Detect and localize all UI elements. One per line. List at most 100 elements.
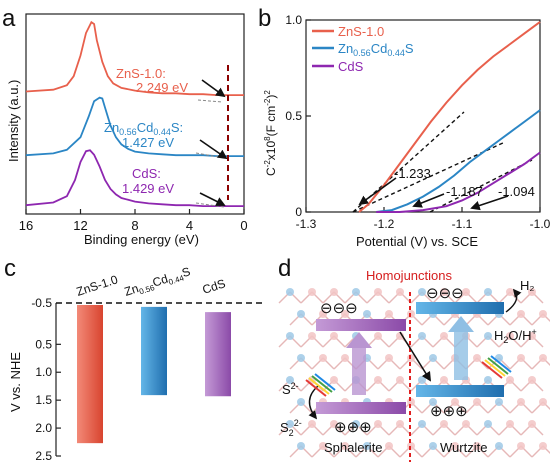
atom (418, 288, 426, 296)
atom (451, 398, 459, 406)
atom (528, 332, 536, 340)
annot-b2: -1.187 (446, 184, 483, 199)
series-line-a-2 (25, 149, 244, 208)
y-axis-label-b: C-2x108(F cm-2)2 (263, 90, 278, 176)
y-tick-label-c-4: 2.0 (35, 421, 52, 435)
atom (286, 288, 294, 296)
y-tick-label-c-1: 0.5 (35, 337, 52, 351)
atom (297, 310, 305, 318)
panel-d: Homojunctions ⊖⊖⊖ ⊕⊕⊕ ⊖⊖⊖ ⊕⊕⊕ (278, 268, 550, 462)
category-label-2: Zn0.56Cd0.44S (123, 264, 193, 300)
sphalerite-electrons: ⊖⊖⊖ (320, 300, 358, 317)
atom (528, 288, 536, 296)
y-ticks-c: -0.5 0.5 1.0 1.5 2.0 2.5 (31, 296, 61, 463)
atom (539, 310, 547, 318)
atom (484, 420, 492, 428)
homojunction-title: Homojunctions (366, 268, 452, 283)
x-tick-label-b-0: -1.3 (296, 217, 317, 231)
atom (418, 420, 426, 428)
atom (286, 332, 294, 340)
atom (297, 354, 305, 362)
x-tick-label-b-3: -1.0 (530, 217, 550, 231)
annot-blue-2: 1.427 eV (122, 135, 174, 150)
arrow-b2 (412, 193, 445, 208)
atom (352, 420, 360, 428)
atom (440, 288, 448, 296)
atom (418, 376, 426, 384)
atom (341, 442, 349, 450)
atom (363, 442, 371, 450)
atom (462, 288, 470, 296)
atom (286, 376, 294, 384)
atom (440, 420, 448, 428)
atom (363, 310, 371, 318)
x-tick-label-a-0: 16 (19, 218, 33, 233)
atom (418, 332, 426, 340)
atom (473, 354, 481, 362)
wurtzite-vb (416, 385, 504, 397)
x-tick-label-a-3: 4 (186, 218, 193, 233)
y-axis-label-c: V vs. NHE (8, 352, 23, 412)
atom (374, 420, 382, 428)
atom (297, 442, 305, 450)
atom (330, 420, 338, 428)
atom (495, 442, 503, 450)
sphalerite-holes: ⊕⊕⊕ (334, 419, 372, 436)
atom (484, 332, 492, 340)
y-tick-label-b-1: 0.5 (285, 109, 302, 123)
atom (374, 288, 382, 296)
atom (330, 288, 338, 296)
atom (385, 354, 393, 362)
x-axis-label-b: Potential (V) vs. SCE (356, 234, 478, 249)
atom (539, 398, 547, 406)
panel-c: -0.5 0.5 1.0 1.5 2.0 2.5 ZnS-1.0 Zn0.56Cd0.44… (8, 264, 266, 463)
x-tick-label-b-2: -1.1 (452, 217, 473, 231)
atom (308, 288, 316, 296)
atom (506, 420, 514, 428)
panel-letter-c: c (4, 255, 16, 282)
category-label-3: CdS (201, 276, 228, 297)
y-tick-label-c-5: 2.5 (35, 449, 52, 463)
y-tick-label-b-0: 0 (295, 205, 302, 219)
atom (484, 376, 492, 384)
atom (451, 442, 459, 450)
x-tick-label-a-4: 0 (240, 218, 247, 233)
axis-ticks-b: -1.3 -1.2 -1.1 -1.0 0 0.5 1.0 (285, 13, 550, 231)
legend-label-zns: ZnS-1.0 (338, 24, 384, 39)
atom (429, 398, 437, 406)
y-tick-label-c-3: 1.5 (35, 393, 52, 407)
y-tick-label-b-2: 1.0 (285, 13, 302, 27)
atom (473, 442, 481, 450)
atom (385, 442, 393, 450)
wurtzite-label: Wurtzite (440, 440, 487, 455)
h2-label: H₂ (520, 278, 534, 293)
x-tick-label-a-2: 8 (131, 218, 138, 233)
atom (396, 420, 404, 428)
s2-label: S2- (282, 381, 299, 397)
atom (319, 442, 327, 450)
arrow-red (201, 79, 226, 98)
annot-red-1: ZnS-1.0: (116, 66, 166, 81)
atom (473, 398, 481, 406)
atom (319, 310, 327, 318)
s22-label: S22- (280, 418, 302, 438)
x-tick-label-b-1: -1.2 (374, 217, 395, 231)
sphalerite-vb (316, 402, 406, 414)
sphalerite-cb (316, 319, 406, 331)
atom (539, 442, 547, 450)
electron-transfer-arrow (399, 331, 432, 382)
bars-c (77, 305, 231, 444)
series-line-b-1 (376, 109, 541, 213)
atom (429, 442, 437, 450)
atom (286, 420, 294, 428)
x-axis-label-a: Binding energy (eV) (84, 232, 199, 247)
y-tick-label-c-0: -0.5 (31, 296, 52, 310)
atom (396, 376, 404, 384)
atom (330, 376, 338, 384)
sphalerite-arrowhead (346, 332, 372, 348)
atom (297, 398, 305, 406)
legend-label-znocd: Zn0.56Cd0.44S (338, 41, 414, 58)
arrow-blue (199, 139, 228, 160)
annot-red-2: 2.249 eV (136, 80, 188, 95)
atom (539, 354, 547, 362)
